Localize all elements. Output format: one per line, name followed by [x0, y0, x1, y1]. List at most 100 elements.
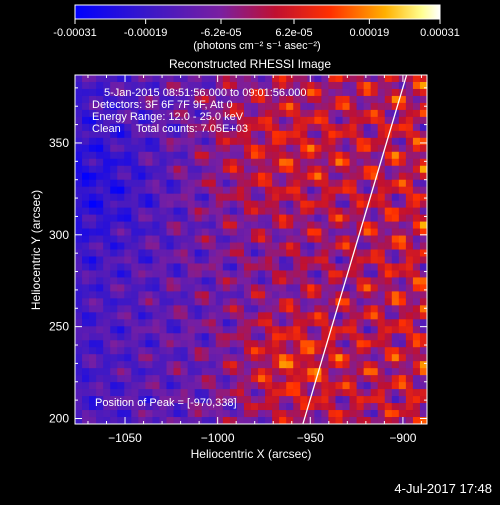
heatmap-cell	[293, 298, 301, 306]
heatmap-cell	[314, 207, 322, 215]
heatmap-cell	[405, 389, 414, 397]
heatmap-cell	[328, 389, 336, 397]
heatmap-cell	[201, 75, 210, 83]
heatmap-cell	[201, 214, 210, 222]
heatmap-cell	[342, 368, 350, 376]
heatmap-cell	[229, 75, 238, 83]
heatmap-cell	[166, 151, 174, 160]
heatmap-cell	[89, 130, 97, 139]
x-axis-label: Heliocentric X (arcsec)	[191, 447, 312, 461]
heatmap-cell	[208, 179, 217, 188]
heatmap-cell	[391, 179, 400, 188]
heatmap-cell	[187, 116, 196, 125]
heatmap-cell	[166, 347, 174, 355]
heatmap-cell	[342, 158, 350, 167]
heatmap-cell	[286, 95, 294, 104]
heatmap-cell	[229, 158, 238, 167]
heatmap-cell	[222, 109, 231, 118]
heatmap-cell	[194, 158, 203, 167]
heatmap-cell	[215, 277, 224, 285]
heatmap-cell	[117, 368, 125, 376]
heatmap-cell	[124, 228, 132, 236]
heatmap-cell	[187, 312, 196, 320]
heatmap-cell	[166, 361, 174, 369]
heatmap-cell	[215, 165, 224, 174]
heatmap-cell	[159, 193, 167, 202]
heatmap-cell	[103, 137, 111, 146]
heatmap-cell	[138, 179, 146, 188]
heatmap-cell	[75, 88, 83, 97]
heatmap-cell	[138, 417, 146, 424]
heatmap-cell	[377, 361, 386, 369]
heatmap-cell	[236, 326, 245, 334]
heatmap-cell	[258, 340, 266, 348]
heatmap-cell	[215, 102, 224, 111]
heatmap-cell	[328, 193, 336, 202]
heatmap-cell	[96, 368, 104, 376]
heatmap-cell	[236, 305, 245, 313]
heatmap-cell	[194, 333, 203, 341]
heatmap-cell	[321, 172, 329, 181]
heatmap-cell	[293, 403, 301, 411]
heatmap-cell	[229, 263, 238, 271]
heatmap-cell	[117, 214, 125, 222]
heatmap-cell	[194, 200, 203, 209]
heatmap-cell	[412, 186, 421, 195]
heatmap-cell	[258, 207, 266, 215]
heatmap-cell	[370, 347, 379, 355]
heatmap-cell	[110, 123, 118, 132]
heatmap-cell	[272, 95, 280, 104]
heatmap-cell	[265, 382, 273, 390]
heatmap-cell	[265, 291, 273, 299]
heatmap-cell	[103, 242, 111, 250]
heatmap-cell	[314, 200, 322, 209]
heatmap-cell	[307, 396, 315, 404]
heatmap-cell	[405, 298, 414, 306]
heatmap-cell	[335, 179, 343, 188]
heatmap-cell	[138, 326, 146, 334]
heatmap-cell	[194, 172, 203, 181]
heatmap-cell	[166, 305, 174, 313]
heatmap-cell	[251, 75, 259, 83]
heatmap-cell	[243, 354, 252, 362]
annotation-time-range: 5-Jan-2015 08:51:56.000 to 09:01:56.000	[104, 87, 306, 99]
heatmap-cell	[89, 410, 97, 418]
heatmap-cell	[159, 375, 167, 383]
heatmap-cell	[398, 116, 407, 125]
heatmap-cell	[215, 347, 224, 355]
heatmap-cell	[419, 298, 427, 306]
heatmap-cell	[152, 319, 160, 327]
heatmap-cell	[356, 277, 365, 285]
heatmap-cell	[187, 263, 196, 271]
heatmap-cell	[187, 165, 196, 174]
heatmap-cell	[215, 354, 224, 362]
heatmap-cell	[405, 361, 414, 369]
heatmap-cell	[286, 172, 294, 181]
heatmap-cell	[370, 361, 379, 369]
heatmap-cell	[180, 298, 189, 306]
heatmap-cell	[258, 221, 266, 229]
heatmap-cell	[201, 263, 210, 271]
heatmap-cell	[272, 284, 280, 292]
heatmap-cell	[356, 396, 365, 404]
heatmap-cell	[124, 193, 132, 202]
heatmap-cell	[75, 291, 83, 299]
heatmap-cell	[335, 256, 343, 264]
heatmap-cell	[279, 165, 287, 174]
heatmap-cell	[215, 95, 224, 104]
heatmap-cell	[328, 361, 336, 369]
heatmap-cell	[82, 88, 90, 97]
heatmap-cell	[391, 165, 400, 174]
heatmap-cell	[82, 207, 90, 215]
heatmap-cell	[279, 179, 287, 188]
heatmap-cell	[201, 193, 210, 202]
heatmap-cell	[342, 95, 350, 104]
heatmap-cell	[166, 340, 174, 348]
heatmap-cell	[208, 340, 217, 348]
heatmap-cell	[82, 326, 90, 334]
heatmap-cell	[363, 214, 372, 222]
heatmap-cell	[152, 95, 160, 104]
heatmap-cell	[131, 382, 139, 390]
heatmap-cell	[293, 95, 301, 104]
heatmap-cell	[398, 382, 407, 390]
